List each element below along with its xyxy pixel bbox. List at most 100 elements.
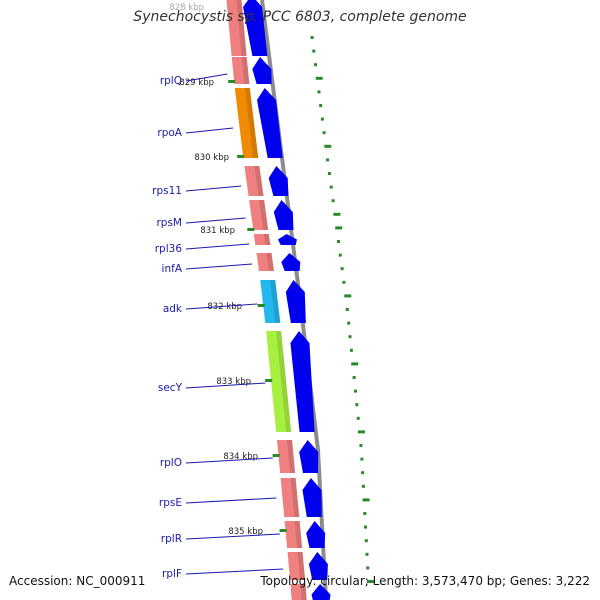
gc-tick: [333, 212, 341, 216]
ruler-label: 835 kbp: [228, 527, 263, 537]
strand-arrow-rplF: [308, 552, 328, 580]
gc-tick: [349, 348, 353, 352]
gene-leader-line: [185, 568, 284, 575]
gene-block-secY: [266, 331, 292, 432]
gene-leader-line: [185, 127, 234, 134]
gene-block-rpsM: [249, 200, 269, 230]
gc-tick: [361, 471, 365, 475]
strand-arrow-rps11: [268, 166, 289, 196]
ruler-tick: [228, 80, 236, 83]
gene-block-rpsE: [280, 478, 300, 517]
gc-tick: [327, 172, 331, 175]
gc-tick: [319, 104, 323, 107]
ruler-track: 828 kbp 829 kbp 830 kbp 831 kbp 832 kbp 833 k…: [169, 3, 287, 537]
gc-tick: [324, 144, 332, 148]
gene-block-rplQ: [231, 57, 250, 84]
gene-label-rplF: rplF: [162, 568, 182, 580]
ruler-label: 831 kbp: [200, 226, 235, 236]
ruler-tick: [279, 529, 287, 532]
gene-block-shade: [244, 88, 259, 158]
gene-leader-line: [185, 185, 242, 192]
gc-ticks-track: [310, 36, 374, 583]
strand-arrow-rplR: [306, 521, 326, 548]
gc-tick: [365, 552, 369, 556]
gene-block-adk: [260, 280, 281, 323]
ruler-tick: [257, 304, 265, 307]
gene-label-secY: secY: [158, 382, 183, 394]
gene-label-rpoA: rpoA: [157, 127, 182, 139]
gene-block-shade: [263, 234, 271, 245]
gene-block-rplR: [284, 521, 303, 548]
ruler-tick: [272, 454, 280, 457]
gc-tick: [345, 308, 349, 311]
gene-block-shade: [290, 478, 300, 517]
gc-tick: [337, 240, 340, 243]
gc-tick: [364, 525, 367, 529]
gene-label-infA: infA: [162, 263, 183, 275]
gc-tick: [317, 90, 321, 94]
gene-leader-line: [185, 497, 277, 504]
gene-block-rpl36: [253, 234, 271, 245]
gene-block-shade: [270, 280, 281, 323]
ruler-tick: [265, 379, 273, 382]
gc-tick: [364, 539, 368, 543]
gc-tick: [342, 280, 346, 284]
gc-tick: [344, 294, 352, 298]
gene-leader-line: [185, 303, 258, 310]
gc-tick: [331, 199, 335, 203]
gc-tick: [335, 226, 343, 230]
gc-tick: [320, 117, 324, 121]
ruler-tick: [237, 155, 245, 158]
gc-tick: [348, 335, 352, 339]
gc-tick: [354, 389, 357, 393]
gc-tick: [356, 416, 360, 420]
gene-block-rpoA: [234, 88, 259, 158]
gc-tick: [326, 158, 330, 162]
gene-block: [290, 584, 307, 600]
gene-leader-line: [185, 243, 250, 250]
gene-leader-line: [185, 533, 280, 540]
gene-label-rplQ: rplQ: [160, 75, 182, 87]
gc-tick: [366, 566, 370, 570]
gc-tick: [310, 36, 314, 39]
strand-arrow: [311, 584, 331, 600]
ruler-label: 834 kbp: [223, 452, 258, 462]
gene-label-rpsE: rpsE: [159, 497, 182, 509]
gc-tick: [314, 63, 317, 67]
gene-labels: rplQ rpoA rps11 rpsM rpl36 infA adk secY rplO rps…: [152, 73, 284, 580]
gene-block-shade: [254, 166, 264, 196]
strand-arrow: [243, 0, 268, 56]
gene-block-shade: [276, 331, 292, 432]
strand-arrow-infA: [281, 253, 301, 271]
gc-tick: [363, 512, 367, 515]
gc-tick: [352, 376, 356, 379]
gene-leader-line: [185, 382, 266, 389]
gc-tick: [361, 484, 365, 488]
ruler-tick: [247, 228, 255, 231]
gc-tick: [358, 430, 365, 434]
gc-tick: [329, 185, 333, 189]
strand-arrow-rplQ: [252, 57, 272, 84]
gc-tick: [315, 76, 323, 80]
gc-tick: [312, 49, 316, 53]
accession-label: Accession: NC_000911: [9, 574, 146, 588]
gc-tick: [340, 267, 344, 271]
gene-leader-line: [185, 263, 253, 270]
gene-leader-line: [185, 217, 246, 224]
gene-label-rps11: rps11: [152, 185, 182, 197]
gene-leader-line: [185, 457, 273, 464]
map-title: Synechocystis sp. PCC 6803, complete gen…: [133, 9, 467, 25]
ruler-label: 828 kbp: [169, 3, 204, 13]
gene-block-rplF: [287, 552, 306, 580]
strand-arrow-rpoA: [257, 88, 283, 158]
gene-label-rplO: rplO: [160, 457, 182, 469]
gc-tick: [355, 403, 359, 407]
gc-tick: [347, 321, 351, 325]
gene-label-rplR: rplR: [161, 533, 182, 545]
gene-label-rpl36: rpl36: [155, 243, 183, 255]
gene-leader-line: [185, 73, 228, 82]
gc-tick: [351, 362, 359, 366]
strand-arrow-secY: [290, 331, 315, 432]
gc-tick: [362, 498, 370, 502]
